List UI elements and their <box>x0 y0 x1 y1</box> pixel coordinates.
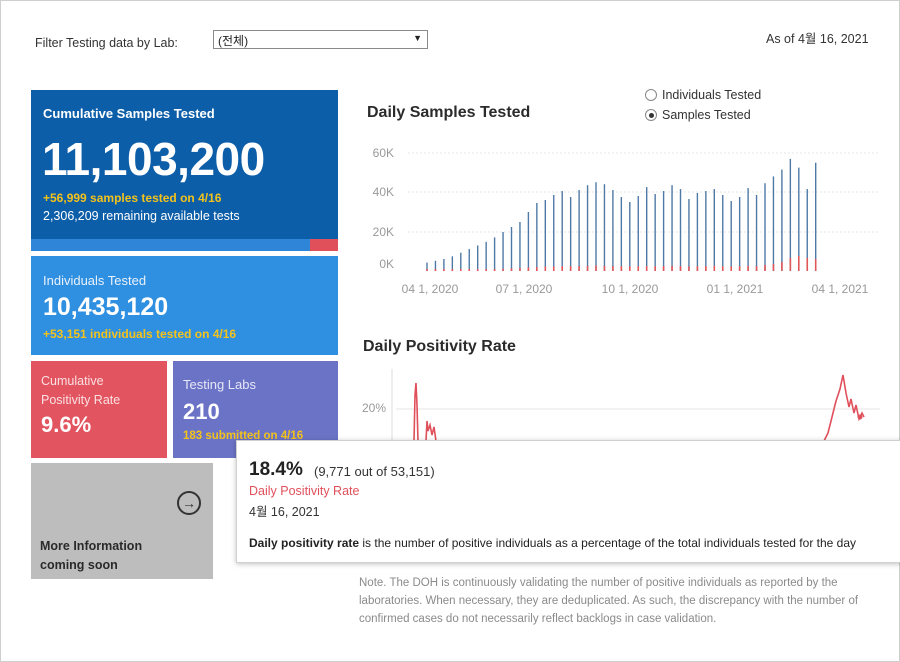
individuals-tested-card[interactable]: Individuals Tested 10,435,120 +53,151 in… <box>31 256 338 355</box>
individuals-tested-value: 10,435,120 <box>43 293 169 321</box>
y-tick-label: 20% <box>362 401 386 415</box>
y-tick-label: 40K <box>373 185 394 199</box>
lab-filter-select[interactable]: (전체) ▼ <box>213 30 428 49</box>
positivity-line-late <box>823 374 865 442</box>
radio-label: Individuals Tested <box>662 88 762 102</box>
daily-samples-title: Daily Samples Tested <box>367 104 531 121</box>
tooltip-detail: (9,771 out of 53,151) <box>314 464 435 479</box>
cumulative-samples-card[interactable]: Cumulative Samples Tested 11,103,200 +56… <box>31 90 338 251</box>
radio-samples[interactable]: Samples Tested <box>645 108 751 122</box>
positivity-rate-value: 9.6% <box>41 412 92 437</box>
x-tick-label: 07 1, 2020 <box>496 282 553 296</box>
capacity-bar <box>31 239 338 251</box>
dropdown-arrow-icon[interactable]: ▼ <box>413 33 422 43</box>
radio-label: Samples Tested <box>662 108 751 122</box>
tooltip-value: 18.4% <box>249 459 303 480</box>
x-tick-label: 04 1, 2021 <box>812 282 869 296</box>
tooltip-label: Daily Positivity Rate <box>249 484 360 498</box>
more-information-card[interactable]: → More Information coming soon <box>31 463 213 579</box>
tooltip-desc-rest: is the number of positive individuals as… <box>359 536 857 550</box>
testing-labs-value: 210 <box>183 399 220 424</box>
as-of-date: As of 4월 16, 2021 <box>766 32 869 46</box>
card-title: Individuals Tested <box>43 273 147 288</box>
tooltip-date: 4월 16, 2021 <box>249 505 320 519</box>
daily-samples-chart[interactable]: 0K 20K 40K 60K 04 1, 2020 07 1, 2020 10 1, 202… <box>360 140 880 305</box>
card-title: Testing Labs <box>183 377 256 392</box>
lab-filter-value: (전체) <box>218 34 249 48</box>
remaining-tests: 2,306,209 remaining available tests <box>43 209 240 223</box>
radio-individuals[interactable]: Individuals Tested <box>645 88 761 102</box>
tooltip-desc-bold: Daily positivity rate <box>249 536 360 550</box>
positivity-tooltip: 18.4% (9,771 out of 53,151) Daily Positi… <box>236 440 900 563</box>
more-information-text: More Information coming soon <box>40 537 142 575</box>
y-tick-label: 60K <box>373 146 394 160</box>
x-tick-label: 04 1, 2020 <box>402 282 459 296</box>
tooltip-description: Daily positivity rate is the number of p… <box>249 536 856 550</box>
samples-delta: +56,999 samples tested on 4/16 <box>43 191 222 205</box>
positivity-line-early <box>413 382 419 442</box>
more-line-1: More Information <box>40 539 143 553</box>
card-title: Cumulative Samples Tested <box>43 106 215 121</box>
validation-note: Note. The DOH is continuously validating… <box>359 577 859 625</box>
daily-positivity-title: Daily Positivity Rate <box>363 338 516 355</box>
y-tick-label: 20K <box>373 225 394 239</box>
x-tick-label: 01 1, 2021 <box>707 282 764 296</box>
filter-label: Filter Testing data by Lab: <box>35 36 178 50</box>
more-line-2: coming soon <box>40 558 118 572</box>
positivity-point <box>857 414 863 420</box>
positivity-line-early-2 <box>425 420 437 442</box>
x-tick-label: 10 1, 2020 <box>602 282 659 296</box>
card-title: Cumulative Positivity Rate <box>41 374 121 407</box>
positivity-rate-card[interactable]: Cumulative Positivity Rate 9.6% <box>31 361 167 458</box>
y-tick-label: 0K <box>379 257 394 271</box>
labs-submitted: 183 submitted on 4/16 <box>183 430 304 442</box>
capacity-bar-used <box>310 239 338 251</box>
cumulative-samples-value: 11,103,200 <box>42 133 265 185</box>
radio-selected-icon[interactable] <box>645 109 657 121</box>
daily-positivity-chart[interactable]: 20% <box>360 365 880 445</box>
arrow-right-icon[interactable]: → <box>177 491 201 515</box>
individuals-delta: +53,151 individuals tested on 4/16 <box>43 327 237 341</box>
radio-icon[interactable] <box>645 89 657 101</box>
